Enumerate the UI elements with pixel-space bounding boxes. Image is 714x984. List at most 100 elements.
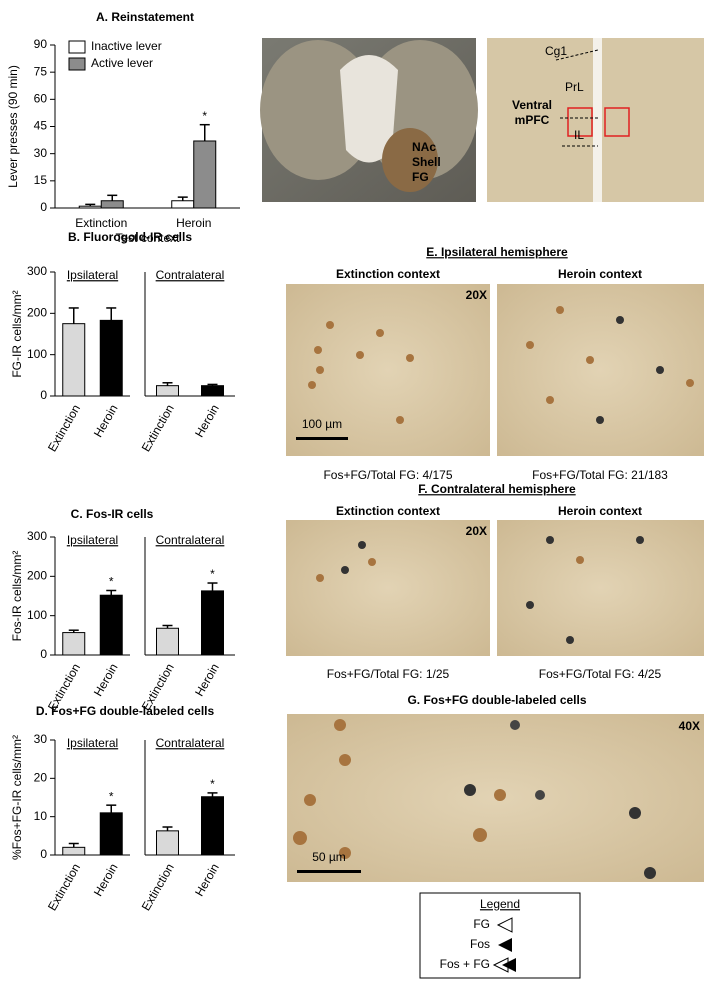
annotation: * bbox=[109, 575, 114, 589]
y-tick-label: 15 bbox=[34, 173, 48, 187]
micrograph bbox=[286, 520, 490, 656]
x-tick-label: Extinction bbox=[139, 402, 177, 454]
chart-subtitle: Contralateral bbox=[156, 736, 225, 750]
bar bbox=[99, 812, 123, 856]
panel-title: G. Fos+FG double-labeled cells bbox=[407, 693, 586, 707]
x-tick-label: Heroin bbox=[192, 861, 222, 899]
y-axis-label: FG-IR cells/mm² bbox=[10, 290, 24, 377]
bar bbox=[193, 140, 217, 209]
cells bbox=[316, 536, 644, 644]
scale-bar-label: 50 µm bbox=[312, 850, 346, 864]
panel-caption: Fos+FG/Total FG: 4/25 bbox=[539, 667, 662, 681]
bar bbox=[62, 632, 86, 656]
y-tick-label: 200 bbox=[27, 306, 47, 320]
magnification: 40X bbox=[679, 719, 700, 733]
x-tick-label: Extinction bbox=[139, 861, 177, 913]
annotation: * bbox=[210, 777, 215, 791]
y-tick-label: 200 bbox=[27, 569, 47, 583]
bar bbox=[201, 385, 224, 397]
y-axis-label: Lever presses (90 min) bbox=[6, 65, 20, 188]
chart-title: D. Fos+FG double-labeled cells bbox=[36, 704, 215, 718]
panel-title: F. Contralateral hemisphere bbox=[418, 482, 576, 496]
panel-caption: Fos+FG/Total FG: 21/183 bbox=[532, 468, 668, 482]
x-axis-label: Test context bbox=[115, 231, 180, 245]
y-axis-label: %Fos+FG-IR cells/mm² bbox=[10, 735, 24, 860]
x-tick-label: Heroin bbox=[91, 402, 121, 440]
y-tick-label: 45 bbox=[34, 119, 48, 133]
bar bbox=[201, 590, 224, 656]
y-tick-label: 20 bbox=[34, 771, 48, 785]
legend-item: Fos bbox=[470, 937, 490, 951]
chart-subtitle: Contralateral bbox=[156, 533, 225, 547]
chart-title: C. Fos-IR cells bbox=[71, 507, 154, 521]
y-tick-label: 100 bbox=[27, 608, 47, 622]
region-label: Ventral bbox=[512, 98, 552, 112]
panel-caption: Fos+FG/Total FG: 1/25 bbox=[327, 667, 450, 681]
panel-heading: Extinction context bbox=[336, 504, 440, 518]
bar bbox=[78, 205, 102, 209]
panel-title: E. Ipsilateral hemisphere bbox=[426, 245, 568, 259]
legend-swatch bbox=[68, 40, 86, 54]
bar bbox=[99, 319, 123, 397]
y-tick-label: 300 bbox=[27, 264, 47, 278]
y-tick-label: 10 bbox=[34, 809, 48, 823]
micrograph bbox=[497, 520, 704, 656]
y-tick-label: 30 bbox=[34, 146, 48, 160]
bar bbox=[156, 627, 179, 656]
cells bbox=[308, 306, 694, 424]
x-tick-label: Heroin bbox=[192, 402, 222, 440]
legend-item: Fos + FG bbox=[440, 957, 490, 971]
y-tick-label: 0 bbox=[40, 647, 47, 661]
x-tick-label: Heroin bbox=[91, 661, 121, 699]
x-tick-label: Heroin bbox=[91, 861, 121, 899]
legend-label: Active lever bbox=[91, 56, 153, 70]
bar bbox=[201, 796, 224, 856]
scale-bar bbox=[297, 870, 361, 873]
y-tick-label: 0 bbox=[40, 200, 47, 214]
brain-section-nac: NAc Shell FG bbox=[260, 38, 478, 202]
y-tick-label: 90 bbox=[34, 37, 48, 51]
bar bbox=[156, 385, 179, 397]
y-tick-label: 0 bbox=[40, 847, 47, 861]
scale-bar-label: 100 µm bbox=[302, 417, 342, 431]
chart-subtitle: Ipsilateral bbox=[67, 268, 118, 282]
chart-subtitle: Ipsilateral bbox=[67, 736, 118, 750]
legend: Legend FG Fos Fos + FG bbox=[419, 892, 581, 979]
magnification: 20X bbox=[466, 524, 487, 538]
y-tick-label: 100 bbox=[27, 347, 47, 361]
il-label: IL bbox=[574, 128, 584, 142]
y-tick-label: 75 bbox=[34, 64, 48, 78]
y-tick-label: 30 bbox=[34, 732, 48, 746]
chart-title: B. Fluorogold-IR cells bbox=[68, 230, 192, 244]
bar bbox=[62, 846, 86, 856]
micrograph bbox=[497, 284, 704, 456]
bar bbox=[62, 323, 86, 397]
nac-label: NAc bbox=[412, 140, 436, 154]
brain-section-mpfc: Cg1 PrL Ventral mPFC IL bbox=[487, 38, 704, 202]
chart-title: A. Reinstatement bbox=[96, 10, 194, 24]
y-axis-label: Fos-IR cells/mm² bbox=[10, 551, 24, 642]
chart-subtitle: Contralateral bbox=[156, 268, 225, 282]
bar bbox=[99, 594, 123, 656]
legend-title: Legend bbox=[480, 897, 520, 911]
cells bbox=[293, 719, 656, 879]
panel-caption: Fos+FG/Total FG: 4/175 bbox=[323, 468, 452, 482]
y-tick-label: 300 bbox=[27, 529, 47, 543]
legend-label: Inactive lever bbox=[91, 39, 162, 53]
bar bbox=[171, 200, 195, 209]
panel-heading: Heroin context bbox=[558, 267, 642, 281]
magnification: 20X bbox=[466, 288, 487, 302]
panel-heading: Heroin context bbox=[558, 504, 642, 518]
x-tick-label: Heroin bbox=[192, 661, 222, 699]
y-tick-label: 0 bbox=[40, 388, 47, 402]
region-label: mPFC bbox=[515, 113, 550, 127]
chart-subtitle: Ipsilateral bbox=[67, 533, 118, 547]
legend-swatch bbox=[68, 57, 86, 71]
y-tick-label: 60 bbox=[34, 92, 48, 106]
panel-heading: Extinction context bbox=[336, 267, 440, 281]
annotation: * bbox=[109, 789, 114, 803]
annotation: * bbox=[202, 109, 207, 123]
scale-bar bbox=[296, 437, 348, 440]
x-tick-label: Extinction bbox=[75, 216, 127, 230]
